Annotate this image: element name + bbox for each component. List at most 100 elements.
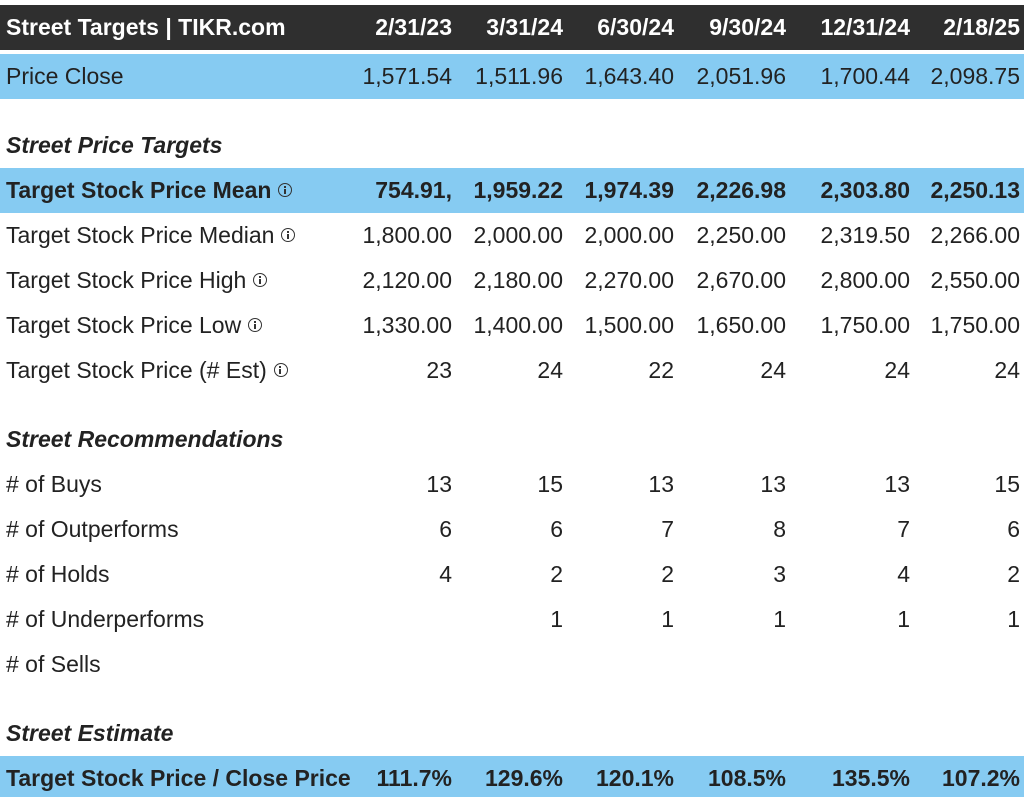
table-cell: 108.5% <box>707 765 786 791</box>
row-label: # of Buys <box>6 471 102 497</box>
table-cell: 3 <box>773 561 786 587</box>
target-est-count-row: Target Stock Price (# Est) 23 24 22 24 2… <box>0 348 1024 393</box>
table-cell: 2 <box>550 561 563 587</box>
table-cell: ,754.91 <box>375 177 452 203</box>
table-cell: 2 <box>1007 561 1020 587</box>
table-cell: 13 <box>760 471 786 497</box>
table-cell: 135.5% <box>831 765 910 791</box>
table-cell: 1,500.00 <box>584 312 674 338</box>
target-median-row: Target Stock Price Median 1,800.00 2,000… <box>0 213 1024 258</box>
target-low-row: Target Stock Price Low 1,330.00 1,400.00… <box>0 303 1024 348</box>
table-cell: 13 <box>648 471 674 497</box>
table-cell: 2,000.00 <box>473 222 563 248</box>
target-mean-row: Target Stock Price Mean ,754.91 1,959.22… <box>0 168 1024 213</box>
table-cell: 8 <box>773 516 786 542</box>
table-cell: 7 <box>661 516 674 542</box>
info-icon[interactable] <box>248 317 263 332</box>
table-cell: 15 <box>994 471 1020 497</box>
sells-row: # of Sells <box>0 642 1024 687</box>
underperforms-row: # of Underperforms 1 1 1 1 1 <box>0 597 1024 642</box>
table-title: Street Targets | TIKR.com <box>6 14 286 40</box>
table-cell: 1,959.22 <box>473 177 563 203</box>
table-cell: 24 <box>537 357 563 383</box>
table-cell: 2,226.98 <box>696 177 786 203</box>
table-cell: 107.2% <box>941 765 1020 791</box>
info-icon[interactable] <box>253 272 268 287</box>
row-label: Target Stock Price Low <box>6 303 362 348</box>
table-cell: 24 <box>994 357 1020 383</box>
table-cell: 2,266.00 <box>930 222 1020 248</box>
table-cell: 2 <box>661 561 674 587</box>
info-icon[interactable] <box>278 182 293 197</box>
table-cell: 2,000.00 <box>584 222 674 248</box>
table-cell: 120.1% <box>595 765 674 791</box>
row-label-text: Target Stock Price (# Est) <box>6 357 267 383</box>
row-label: # of Holds <box>6 561 110 587</box>
table-cell: 1 <box>1007 606 1020 632</box>
info-icon[interactable] <box>281 227 296 242</box>
table-cell: 1,571.54 <box>362 63 452 89</box>
row-label: Price Close <box>6 63 124 89</box>
table-cell: 2,303.80 <box>820 177 910 203</box>
table-cell: 129.6% <box>484 765 563 791</box>
table-cell: 4 <box>439 561 452 587</box>
table-cell: 2,250.00 <box>696 222 786 248</box>
table-cell <box>362 597 452 642</box>
table-cell: 2,250.13 <box>930 177 1020 203</box>
table-cell: 1,800.00 <box>362 222 452 248</box>
section-title-estimate: Street Estimate <box>6 720 174 746</box>
table-cell: 2,800.00 <box>820 267 910 293</box>
table-cell: 1,330.00 <box>362 312 452 338</box>
table-cell: 2,098.75 <box>930 63 1020 89</box>
table-cell: 1 <box>897 606 910 632</box>
date-column-header[interactable]: 12/31/24 <box>820 14 910 40</box>
table-cell: 1,750.00 <box>930 312 1020 338</box>
table-cell: 6 <box>1007 516 1020 542</box>
table-cell: 2,550.00 <box>930 267 1020 293</box>
table-cell: 6 <box>439 516 452 542</box>
table-cell: 1,974.39 <box>584 177 674 203</box>
section-title-recommendations: Street Recommendations <box>6 426 284 452</box>
date-column-header[interactable]: 2/31/23 <box>375 14 452 40</box>
table-cell: 13 <box>884 471 910 497</box>
date-column-header[interactable]: 3/31/24 <box>486 14 563 40</box>
date-column-header[interactable]: 9/30/24 <box>709 14 786 40</box>
table-cell: 13 <box>426 471 452 497</box>
table-cell: 15 <box>537 471 563 497</box>
date-column-header[interactable]: 2/18/25 <box>943 14 1020 40</box>
section-title-price-targets: Street Price Targets <box>6 132 223 158</box>
buys-row: # of Buys 13 15 13 13 13 15 <box>0 462 1024 507</box>
table-cell: 2,270.00 <box>584 267 674 293</box>
table-cell: 2,180.00 <box>473 267 563 293</box>
row-label: # of Underperforms <box>6 606 205 632</box>
row-label: Target Stock Price High <box>6 258 362 303</box>
table-header: Street Targets | TIKR.com 2/31/23 3/31/2… <box>0 5 1024 50</box>
table-cell: 7 <box>897 516 910 542</box>
table-cell: 1,400.00 <box>473 312 563 338</box>
row-label: # of Sells <box>6 651 101 677</box>
table-cell: 24 <box>760 357 786 383</box>
table-cell: 1,750.00 <box>820 312 910 338</box>
table-cell: 2,319.50 <box>820 222 910 248</box>
row-label: # of Outperforms <box>6 516 179 542</box>
date-column-header[interactable]: 6/30/24 <box>597 14 674 40</box>
price-close-row: Price Close 1,571.54 1,511.96 1,643.40 2… <box>0 54 1024 99</box>
info-icon[interactable] <box>273 362 288 377</box>
table-cell: 1,511.96 <box>475 63 563 89</box>
table-cell: 2,120.00 <box>362 267 452 293</box>
outperforms-row: # of Outperforms 6 6 7 8 7 6 <box>0 507 1024 552</box>
row-label-text: Target Stock Price Low <box>6 312 242 338</box>
table-cell: 1,643.40 <box>584 63 674 89</box>
table-cell: 1 <box>661 606 674 632</box>
table-cell: 22 <box>648 357 674 383</box>
table-cell: 2,670.00 <box>696 267 786 293</box>
holds-row: # of Holds 4 2 2 3 4 2 <box>0 552 1024 597</box>
table-cell: 1,700.44 <box>820 63 910 89</box>
row-label-text: Target Stock Price High <box>6 267 247 293</box>
table-cell: 1 <box>773 606 786 632</box>
row-label: Target Stock Price Median <box>6 213 362 258</box>
table-cell: 1 <box>550 606 563 632</box>
row-label: Target Stock Price / Close Price <box>6 765 351 791</box>
table-cell: 4 <box>897 561 910 587</box>
